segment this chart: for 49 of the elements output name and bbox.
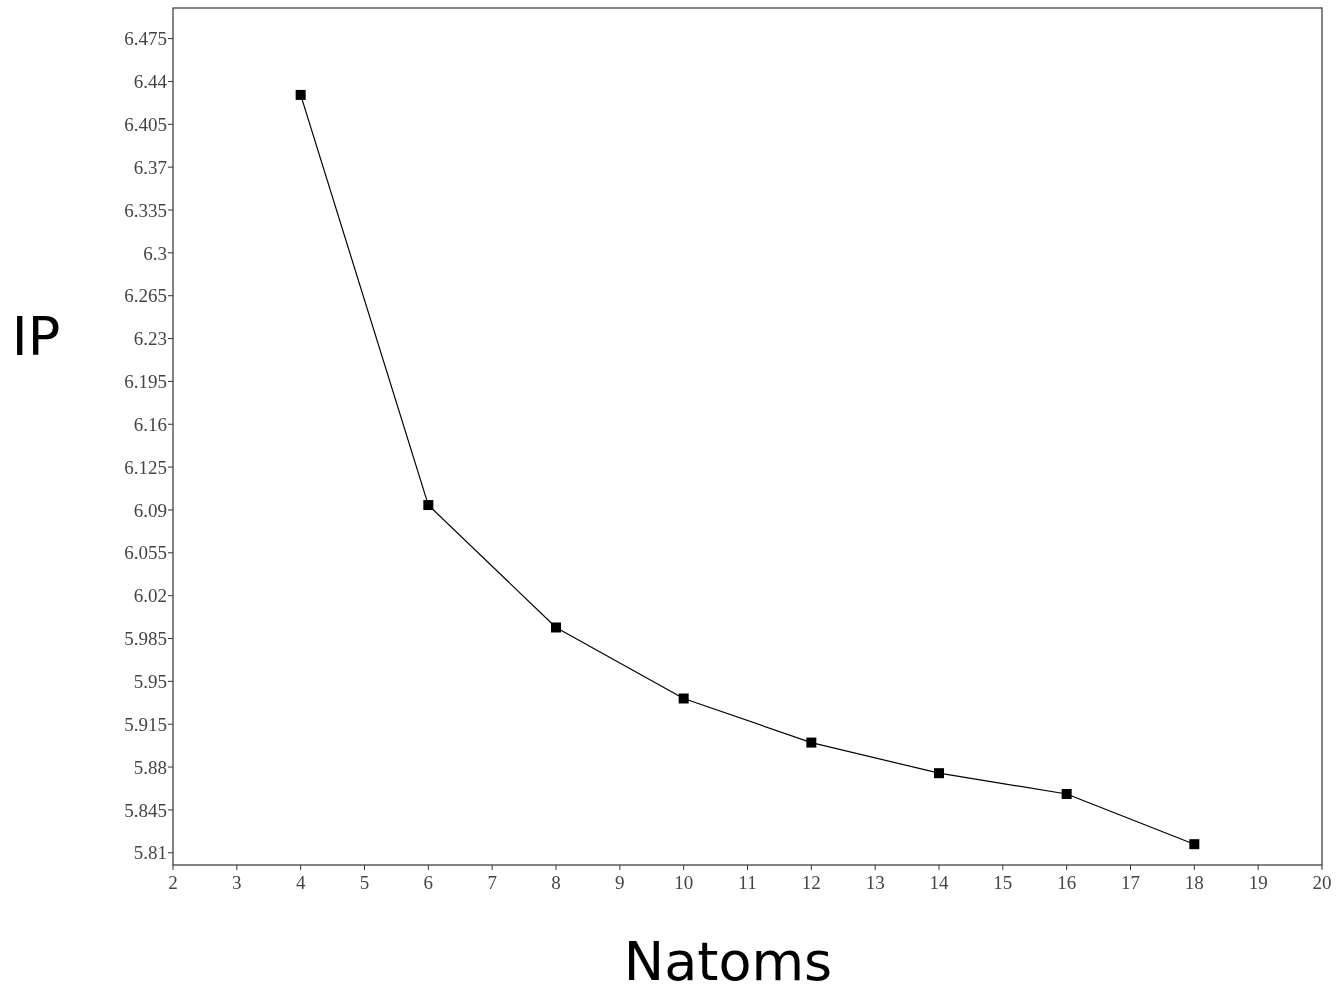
- y-tick-label: 6.02: [133, 585, 167, 607]
- x-tick-label: 16: [1057, 872, 1077, 893]
- x-tick-label: 14: [929, 872, 949, 893]
- y-tick-label: 6.3: [143, 242, 167, 264]
- x-tick-label: 12: [801, 872, 821, 893]
- point: [423, 500, 434, 511]
- x-tick-label: 9: [615, 872, 625, 893]
- point: [1189, 839, 1200, 850]
- x-tick-label: 7: [487, 872, 497, 893]
- y-tick-label: 6.37: [133, 156, 167, 178]
- x-tick-label: 18: [1184, 872, 1204, 893]
- point: [295, 89, 306, 100]
- y-axis-title: IP: [11, 305, 61, 368]
- x-tick-label: 11: [738, 872, 757, 893]
- point: [551, 622, 561, 633]
- y-tick-label: 6.475: [124, 28, 167, 50]
- y-tick-label: 5.845: [124, 799, 167, 821]
- x-tick-label: 6: [423, 872, 434, 893]
- y-tick-label: 6.265: [124, 285, 167, 307]
- y-tick-label: 5.81: [133, 842, 167, 864]
- y-tick-label: 6.195: [124, 371, 167, 393]
- y-tick-label: 5.985: [124, 628, 167, 650]
- y-tick-label: 6.23: [133, 328, 167, 350]
- y-tick-label: 5.915: [124, 713, 167, 735]
- x-tick-label: 8: [551, 872, 561, 893]
- point: [1061, 788, 1072, 799]
- x-tick-label: 2: [168, 872, 178, 893]
- y-tick-label: 5.88: [133, 756, 167, 778]
- point: [806, 737, 817, 748]
- y-tick-label: 6.09: [133, 499, 167, 521]
- y-tick-label: 6.125: [124, 456, 167, 478]
- y-tick-label: 6.335: [124, 199, 167, 221]
- point: [934, 768, 944, 779]
- x-tick-label: 17: [1121, 872, 1140, 893]
- point: [678, 693, 689, 704]
- y-tick-label: 6.405: [124, 113, 167, 135]
- x-tick-label: 13: [865, 872, 885, 893]
- x-tick-label: 19: [1248, 872, 1268, 893]
- y-tick-label: 5.95: [133, 671, 167, 693]
- y-tick-label: 6.16: [133, 413, 167, 435]
- x-tick-label: 3: [232, 872, 242, 893]
- x-tick-label: 15: [993, 872, 1013, 893]
- y-tick-label: 6.055: [124, 542, 167, 564]
- x-tick-label: 20: [1312, 872, 1332, 893]
- x-axis-title: Natoms: [623, 930, 833, 988]
- x-tick-label: 5: [359, 872, 370, 893]
- x-tick-label: 4: [295, 872, 306, 893]
- x-tick-label: 10: [674, 872, 694, 893]
- y-tick-label: 6.44: [133, 71, 168, 93]
